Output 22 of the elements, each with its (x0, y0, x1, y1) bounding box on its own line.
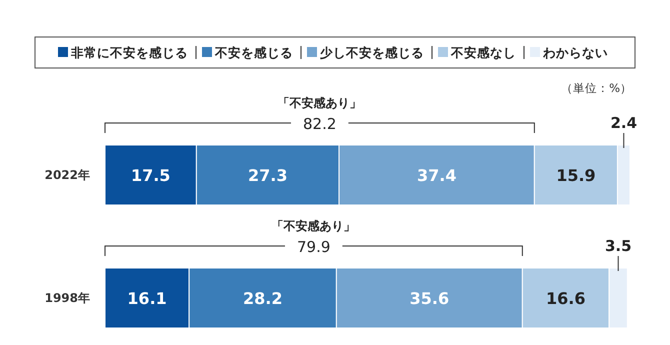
legend-label: 不安を感じる (214, 45, 293, 60)
data-label: 35.6 (410, 289, 450, 308)
legend-label: 非常に不安を感じる (70, 45, 188, 60)
text: （単位：%） (561, 81, 632, 95)
annotation: 「不安感あり」 (272, 219, 356, 233)
data-label: 16.6 (546, 289, 586, 308)
legend-label: 不安感なし (450, 45, 516, 60)
data-label: 37.4 (416, 166, 456, 185)
annotation: 82.2 (303, 115, 336, 133)
data-label: 28.2 (243, 289, 283, 308)
data-label: 2.4 (610, 114, 638, 132)
legend-label: わからない (542, 45, 608, 60)
y-tick-label: 2022年 (44, 168, 90, 182)
data-label: 16.1 (127, 289, 167, 308)
data-label: 15.9 (556, 166, 596, 185)
data-label: 3.5 (604, 237, 632, 255)
annotation: 79.9 (296, 238, 330, 256)
data-label: 27.3 (248, 166, 288, 185)
data-label: 17.5 (130, 166, 170, 185)
text: 「不安感あり」 (278, 96, 362, 110)
legend-label: 少し不安を感じる (320, 45, 424, 60)
y-tick-label: 1998年 (44, 291, 90, 305)
